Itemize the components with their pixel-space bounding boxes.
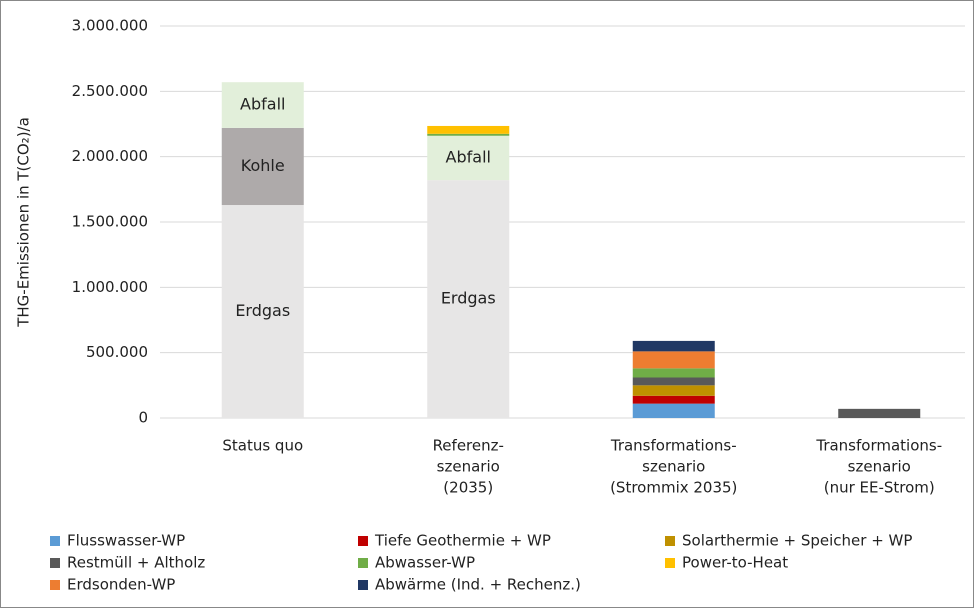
y-tick-label: 2.500.000 — [72, 82, 148, 100]
bar-segment — [632, 340, 715, 352]
legend-label: Abwasser-WP — [375, 554, 475, 572]
bar-segment — [427, 133, 510, 136]
legend-swatch — [665, 536, 675, 546]
segment-label: Abfall — [240, 95, 285, 114]
legend-label: Solarthermie + Speicher + WP — [682, 532, 912, 550]
segment-label: Abfall — [446, 147, 491, 166]
legend-swatch — [665, 558, 675, 568]
x-tick-label: szenario — [642, 458, 705, 476]
bar-segment — [632, 351, 715, 369]
bar-segment — [632, 368, 715, 378]
legend-label: Abwärme (Ind. + Rechenz.) — [375, 576, 581, 594]
legend-swatch — [50, 536, 60, 546]
bar-segment — [221, 82, 304, 128]
y-tick-label: 1.500.000 — [72, 213, 148, 231]
bar-segment — [427, 180, 510, 418]
x-tick-label: Transformations- — [610, 437, 737, 455]
bar-segment — [632, 403, 715, 418]
segment-label: Kohle — [241, 156, 285, 175]
y-tick-label: 1.000.000 — [72, 278, 148, 296]
bar-segment — [427, 125, 510, 134]
x-tick-label: (Strommix 2035) — [610, 479, 737, 497]
legend-swatch — [358, 580, 368, 590]
legend-label: Flusswasser-WP — [67, 532, 185, 550]
legend-label: Power-to-Heat — [682, 554, 788, 572]
x-tick-label: (nur EE-Strom) — [824, 479, 935, 497]
bar-segment — [632, 385, 715, 396]
x-tick-label: Status quo — [222, 437, 303, 455]
y-tick-label: 3.000.000 — [72, 17, 148, 35]
bar-segment — [838, 408, 921, 418]
legend-swatch — [358, 536, 368, 546]
legend-label: Restmüll + Altholz — [67, 554, 205, 572]
x-tick-label: szenario — [437, 458, 500, 476]
x-tick-label: (2035) — [443, 479, 493, 497]
bar-segment — [632, 395, 715, 404]
legend-label: Erdsonden-WP — [67, 576, 175, 594]
y-axis-label: THG-Emissionen in T(CO₂)/a — [15, 117, 33, 328]
bar-segment — [632, 377, 715, 386]
y-tick-label: 500.000 — [86, 343, 148, 361]
x-tick-label: Transformations- — [815, 437, 942, 455]
segment-label: Erdgas — [235, 301, 290, 320]
legend-swatch — [50, 558, 60, 568]
bar-segment — [221, 127, 304, 206]
bar-segment — [221, 205, 304, 418]
y-tick-label: 2.000.000 — [72, 147, 148, 165]
legend-swatch — [358, 558, 368, 568]
segment-label: Erdgas — [441, 289, 496, 308]
x-tick-label: Referenz- — [433, 437, 504, 455]
x-tick-label: szenario — [848, 458, 911, 476]
bar-segment — [427, 135, 510, 181]
legend-label: Tiefe Geothermie + WP — [374, 532, 551, 550]
legend-swatch — [50, 580, 60, 590]
y-tick-label: 0 — [138, 409, 148, 427]
